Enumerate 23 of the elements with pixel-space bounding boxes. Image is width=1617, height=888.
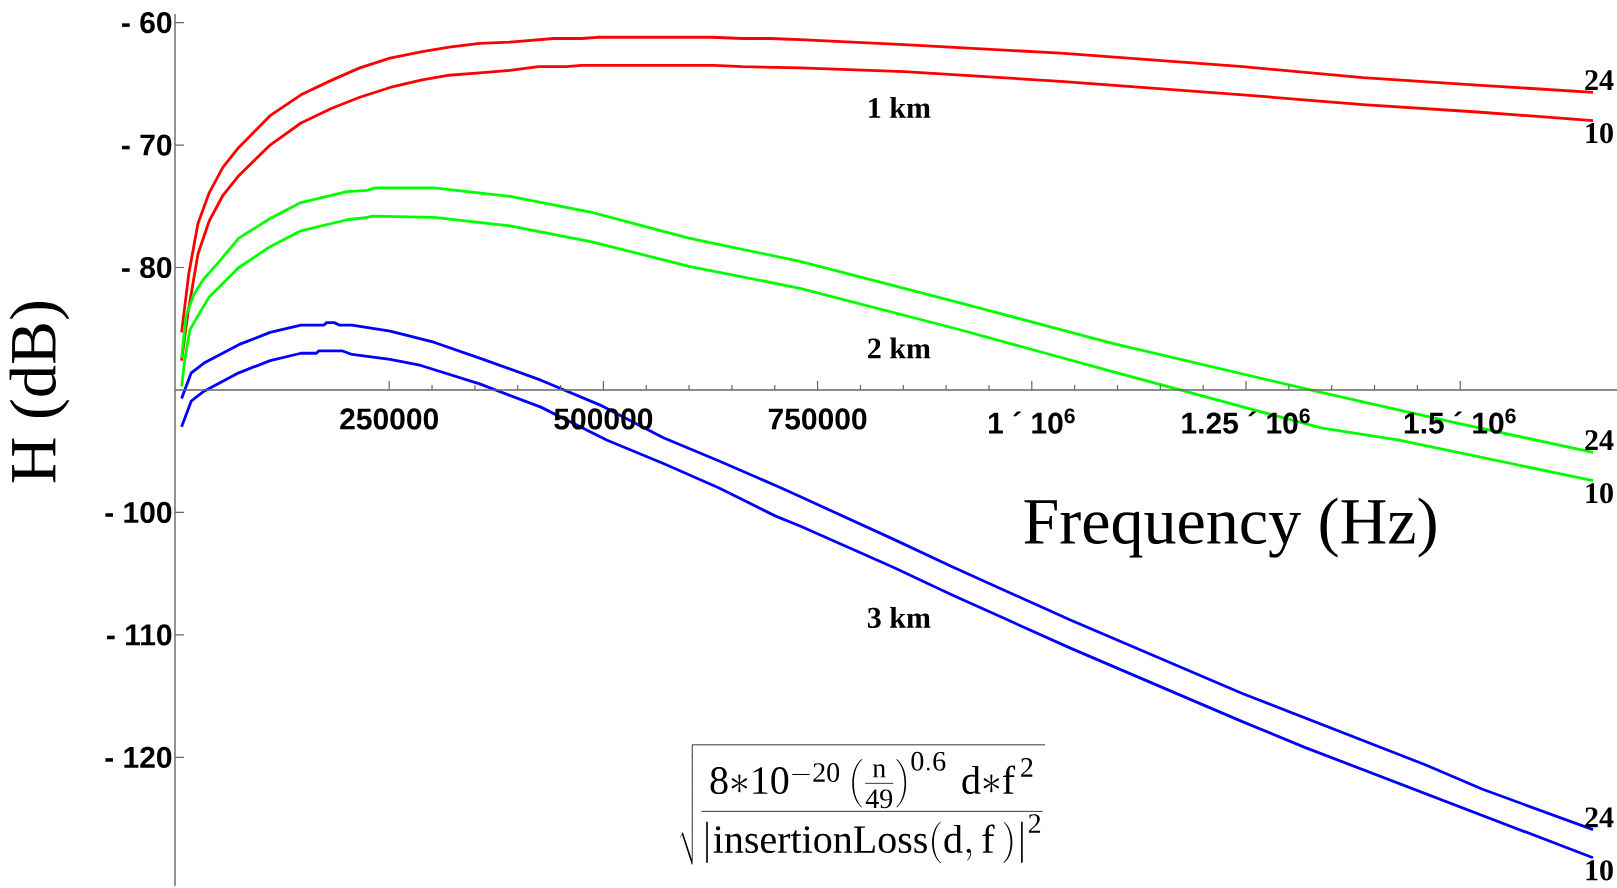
y-tick-label: - 120 [105, 746, 172, 768]
y-tick-label: - 100 [105, 501, 172, 524]
x-tick-label: 1.5 ´ 10$^{6}$ [1404, 408, 1516, 434]
y-tick-label: - 80 [122, 256, 172, 279]
series-label: 24 [1585, 430, 1614, 451]
series-label: 24 [1585, 807, 1614, 828]
y-tick-label: - 70 [122, 134, 172, 156]
x-tick-label: 250000 [340, 408, 438, 430]
x-tick-label: 750000 [768, 408, 867, 430]
annotation: 3 km [867, 606, 931, 628]
series-label: 10 [1586, 860, 1613, 881]
annotation: 2 km [868, 337, 931, 359]
x-tick-label: 1.25 ´ 10$^{6}$ [1182, 408, 1310, 434]
annotation: $\sqrt{\frac{8{*}10^{-20}\left(\frac{\mathrm{n}}{49}\right)^{0.6}\,\mathrm{d{*}f}^{\,2}}{\left|\mathrm{insertionLoss}(\mathrm{d},\mathrm{f}\,)\right|^{2}}}$ [679, 744, 1046, 865]
x-axis-title: Frequency (Hz) [1024, 497, 1436, 558]
annotation: 1 km [869, 96, 931, 118]
y-tick-label: - 60 [122, 11, 172, 34]
series-label: 24 [1585, 70, 1614, 90]
series-label: 10 [1586, 122, 1613, 144]
series-label: 10 [1586, 483, 1613, 504]
y-axis-title: H (dB) [9, 301, 70, 483]
x-tick-label: 1 ´ 10$^{6}$ [988, 408, 1075, 434]
y-tick-label: - 110 [107, 624, 172, 646]
